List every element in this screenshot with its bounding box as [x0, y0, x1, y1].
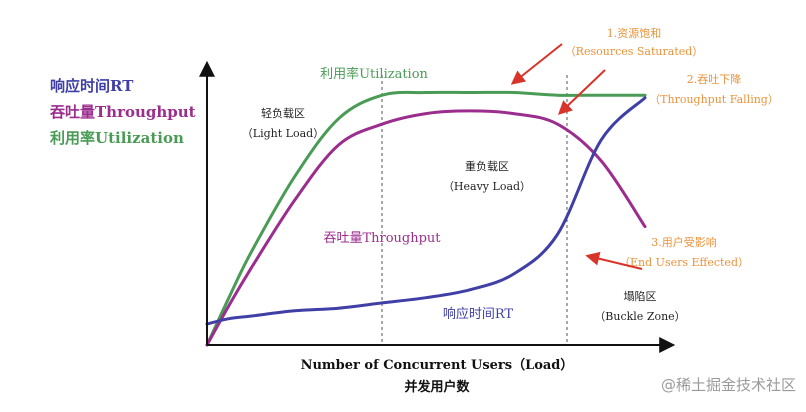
annotation-falling-sub: （Throughput Falling）: [649, 93, 779, 106]
annotation-saturated-sub: （Resources Saturated）: [565, 45, 704, 58]
zone-buckle-label: 塌陷区: [624, 289, 657, 303]
legend-response-time: 响应时间RT: [50, 77, 134, 95]
x-axis-label-cn: 并发用户数: [404, 379, 470, 395]
zone-heavy-sub: （Heavy Load）: [443, 180, 531, 193]
series-label-response-time: 响应时间RT: [443, 306, 514, 322]
arrow-users: [585, 251, 643, 270]
legend-utilization: 利用率Utilization: [50, 129, 184, 147]
annotation-users-sub: （End Users Effected）: [619, 256, 749, 269]
legend-throughput: 吞吐量Throughput: [49, 103, 196, 121]
x-axis-label: Number of Concurrent Users（Load）: [301, 357, 574, 373]
series-response-time-line: [205, 96, 647, 326]
arrow-saturated: [510, 43, 563, 85]
series-label-utilization: 利用率Utilization: [320, 66, 428, 82]
zone-heavy-label: 重负载区: [465, 159, 509, 173]
zone-light-sub: （Light Load）: [242, 127, 324, 140]
annotation-falling: 2.吞吐下降: [687, 72, 742, 86]
annotation-saturated: 1.资源饱和: [607, 26, 662, 40]
series-throughput-line: [205, 109, 647, 347]
annotation-users: 3.用户受影响: [651, 235, 717, 249]
zone-buckle-sub: （Buckle Zone）: [594, 310, 685, 323]
arrow-falling: [557, 69, 606, 115]
watermark: @稀土掘金技术社区: [661, 376, 796, 394]
series-utilization-line: [205, 90, 647, 347]
series-label-throughput: 吞吐量Throughput: [323, 231, 441, 246]
zone-light-label: 轻负载区: [261, 106, 305, 120]
